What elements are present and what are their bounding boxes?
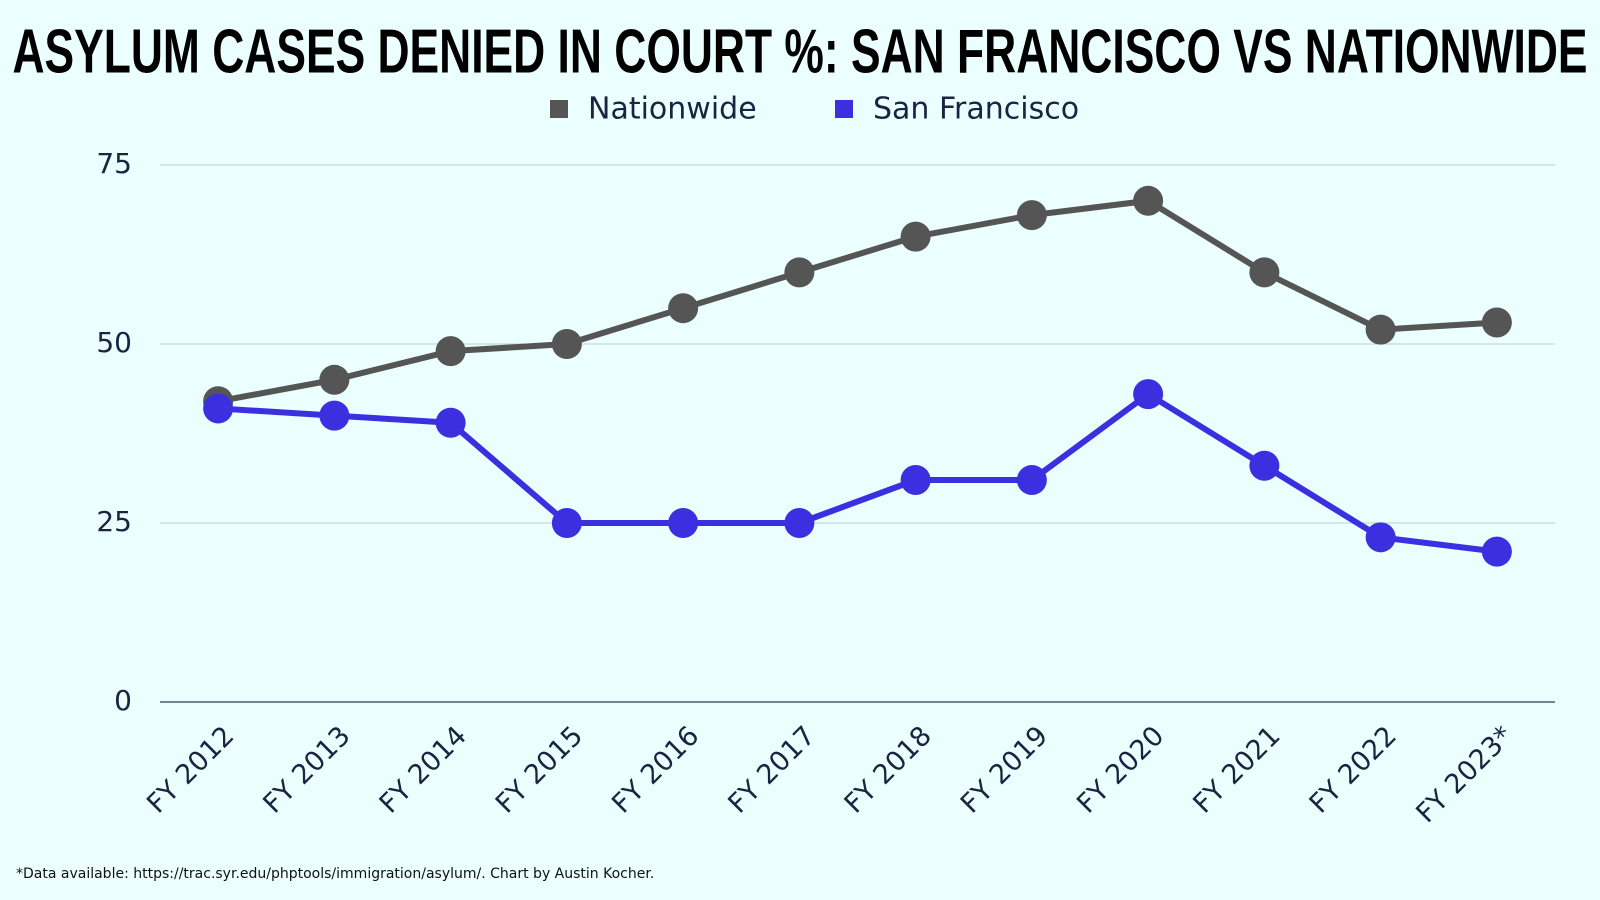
data-point bbox=[900, 465, 931, 496]
data-point bbox=[203, 393, 234, 424]
data-point bbox=[1249, 257, 1280, 288]
data-point bbox=[1016, 465, 1047, 496]
data-point bbox=[551, 329, 582, 359]
legend-marker bbox=[550, 100, 568, 118]
data-point bbox=[1016, 200, 1047, 231]
data-point bbox=[1481, 536, 1512, 567]
data-point bbox=[668, 508, 699, 538]
series-line bbox=[217, 391, 1498, 555]
data-point bbox=[1365, 314, 1396, 345]
data-point bbox=[319, 400, 350, 431]
data-point bbox=[1133, 185, 1164, 216]
y-tick-label: 50 bbox=[96, 326, 132, 359]
data-point bbox=[1133, 379, 1164, 410]
data-point bbox=[551, 508, 582, 538]
legend-label: Nationwide bbox=[588, 92, 757, 127]
data-point bbox=[435, 407, 466, 438]
y-tick-label: 0 bbox=[114, 684, 132, 717]
legend-label: San Francisco bbox=[873, 92, 1079, 127]
series-line bbox=[217, 197, 1498, 405]
data-point bbox=[668, 293, 699, 324]
data-point bbox=[1481, 307, 1512, 338]
data-point bbox=[784, 257, 815, 288]
chart-title: ASYLUM CASES DENIED IN COURT %: SAN FRAN… bbox=[13, 17, 1588, 86]
data-point bbox=[319, 364, 350, 395]
data-point bbox=[900, 221, 931, 252]
y-tick-label: 75 bbox=[96, 147, 132, 180]
y-tick-label: 25 bbox=[96, 505, 132, 538]
data-point bbox=[435, 336, 466, 367]
footnote: *Data available: https://trac.syr.edu/ph… bbox=[16, 866, 654, 882]
data-point bbox=[1365, 522, 1396, 553]
data-point bbox=[784, 508, 815, 538]
data-point bbox=[1249, 450, 1280, 481]
legend-marker bbox=[835, 100, 853, 118]
